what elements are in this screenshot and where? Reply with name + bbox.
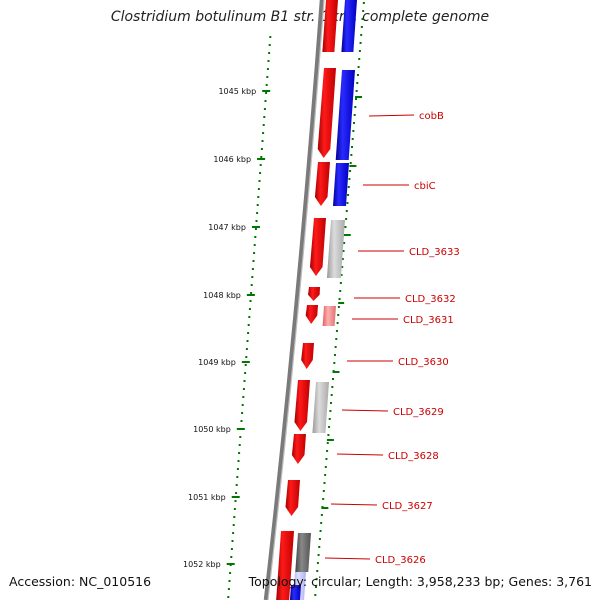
gene-label-CLD_3633: CLD_3633: [409, 247, 460, 258]
cds-feature-CLD_3633: [309, 218, 326, 276]
gene-label-CLD_3626: CLD_3626: [375, 555, 426, 566]
gene-labels: cobB cbiC CLD_3633 CLD_3632 CLD_3631 CLD_3630…: [324, 111, 460, 566]
label-leader-line: [330, 503, 378, 506]
topology-text: Topology: circular; Length: 3,958,233 bp…: [248, 574, 592, 589]
blast-hit-bar: [341, 0, 357, 52]
no-hit-bar: [295, 533, 311, 572]
map-title: Clostridium botulinum B1 str. Okra, comp…: [110, 9, 490, 25]
gene-label-CLD_3632: CLD_3632: [405, 294, 456, 305]
no-hit-bar: [326, 220, 345, 278]
kbp-tick-label: 1050 kbp: [193, 425, 231, 434]
blast-hit-bar: [289, 585, 301, 600]
cds-feature-cbiC: [314, 162, 330, 206]
cds-feature-CLD_3629: [294, 380, 310, 431]
cds-feature-CLD_3631: [305, 305, 318, 324]
gene-label-CLD_3628: CLD_3628: [388, 451, 439, 462]
gene-label-cobB: cobB: [419, 111, 444, 122]
blast-hit-bar: [335, 70, 355, 160]
partial-hit-bar: [322, 306, 336, 326]
backbone-line: [263, 0, 325, 600]
kbp-tick-label: 1046 kbp: [213, 155, 251, 164]
no-hit-bar: [312, 382, 329, 433]
gene-label-CLD_3631: CLD_3631: [403, 315, 454, 326]
gene-label-CLD_3630: CLD_3630: [398, 357, 449, 368]
cds-feature-CLD_3627: [285, 480, 300, 516]
accession-text: Accession: NC_010516: [9, 574, 152, 589]
blast-hit-bar: [332, 163, 349, 206]
kbp-tick-label: 1048 kbp: [203, 291, 241, 300]
label-leader-line: [324, 557, 371, 560]
kbp-tick-label: 1052 kbp: [183, 560, 221, 569]
gene-label-cbiC: cbiC: [414, 181, 436, 192]
label-leader-line: [341, 409, 389, 412]
kbp-tick-label: 1045 kbp: [218, 87, 256, 96]
kbp-tick-label: 1051 kbp: [188, 493, 226, 502]
cds-feature: [322, 0, 338, 52]
kbp-ruler: 1045 kbp 1046 kbp 1047 kbp 1048 kbp 1049 kbp…: [183, 36, 272, 598]
kbp-tick-label: 1049 kbp: [198, 358, 236, 367]
gene-label-CLD_3629: CLD_3629: [393, 407, 444, 418]
cds-feature-CLD_3628: [291, 434, 306, 464]
cds-feature-CLD_3626: [276, 531, 294, 600]
kbp-tick-label: 1047 kbp: [208, 223, 246, 232]
label-leader-line: [336, 453, 384, 456]
gene-features: [276, 0, 357, 600]
cds-feature-CLD_3632: [308, 287, 320, 301]
label-leader-line: [368, 114, 415, 117]
cds-feature-cobB: [317, 68, 336, 158]
cds-feature-CLD_3630: [301, 343, 314, 369]
outer-dotted-ring: [314, 2, 365, 596]
gene-label-CLD_3627: CLD_3627: [382, 501, 433, 512]
backbone-highlight: [267, 0, 325, 600]
